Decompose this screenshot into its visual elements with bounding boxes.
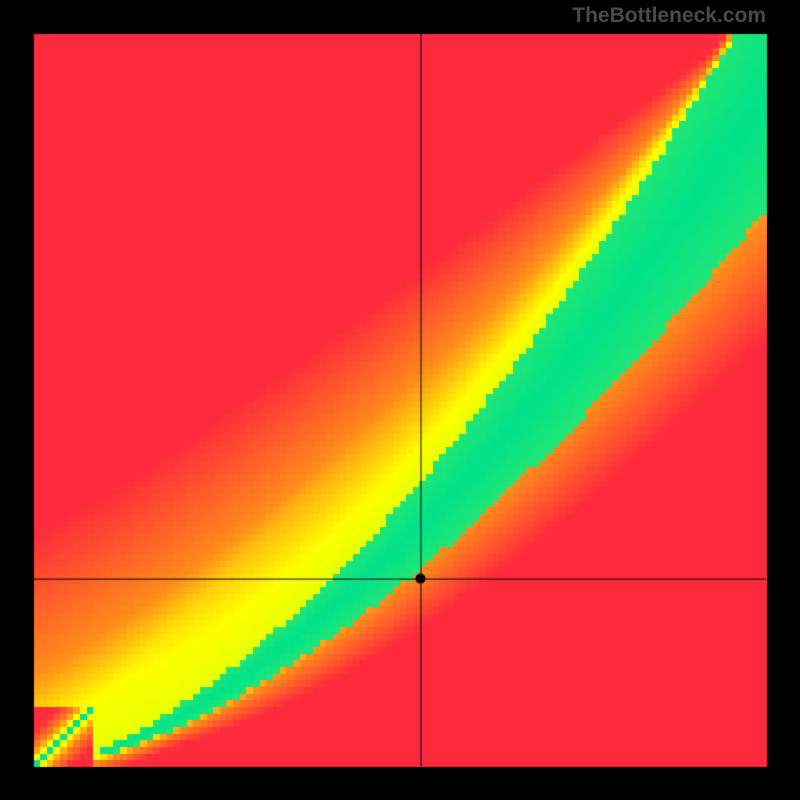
bottleneck-heatmap [0,0,800,800]
brand-label: TheBottleneck.com [572,4,766,28]
chart-container: TheBottleneck.com [0,0,800,800]
